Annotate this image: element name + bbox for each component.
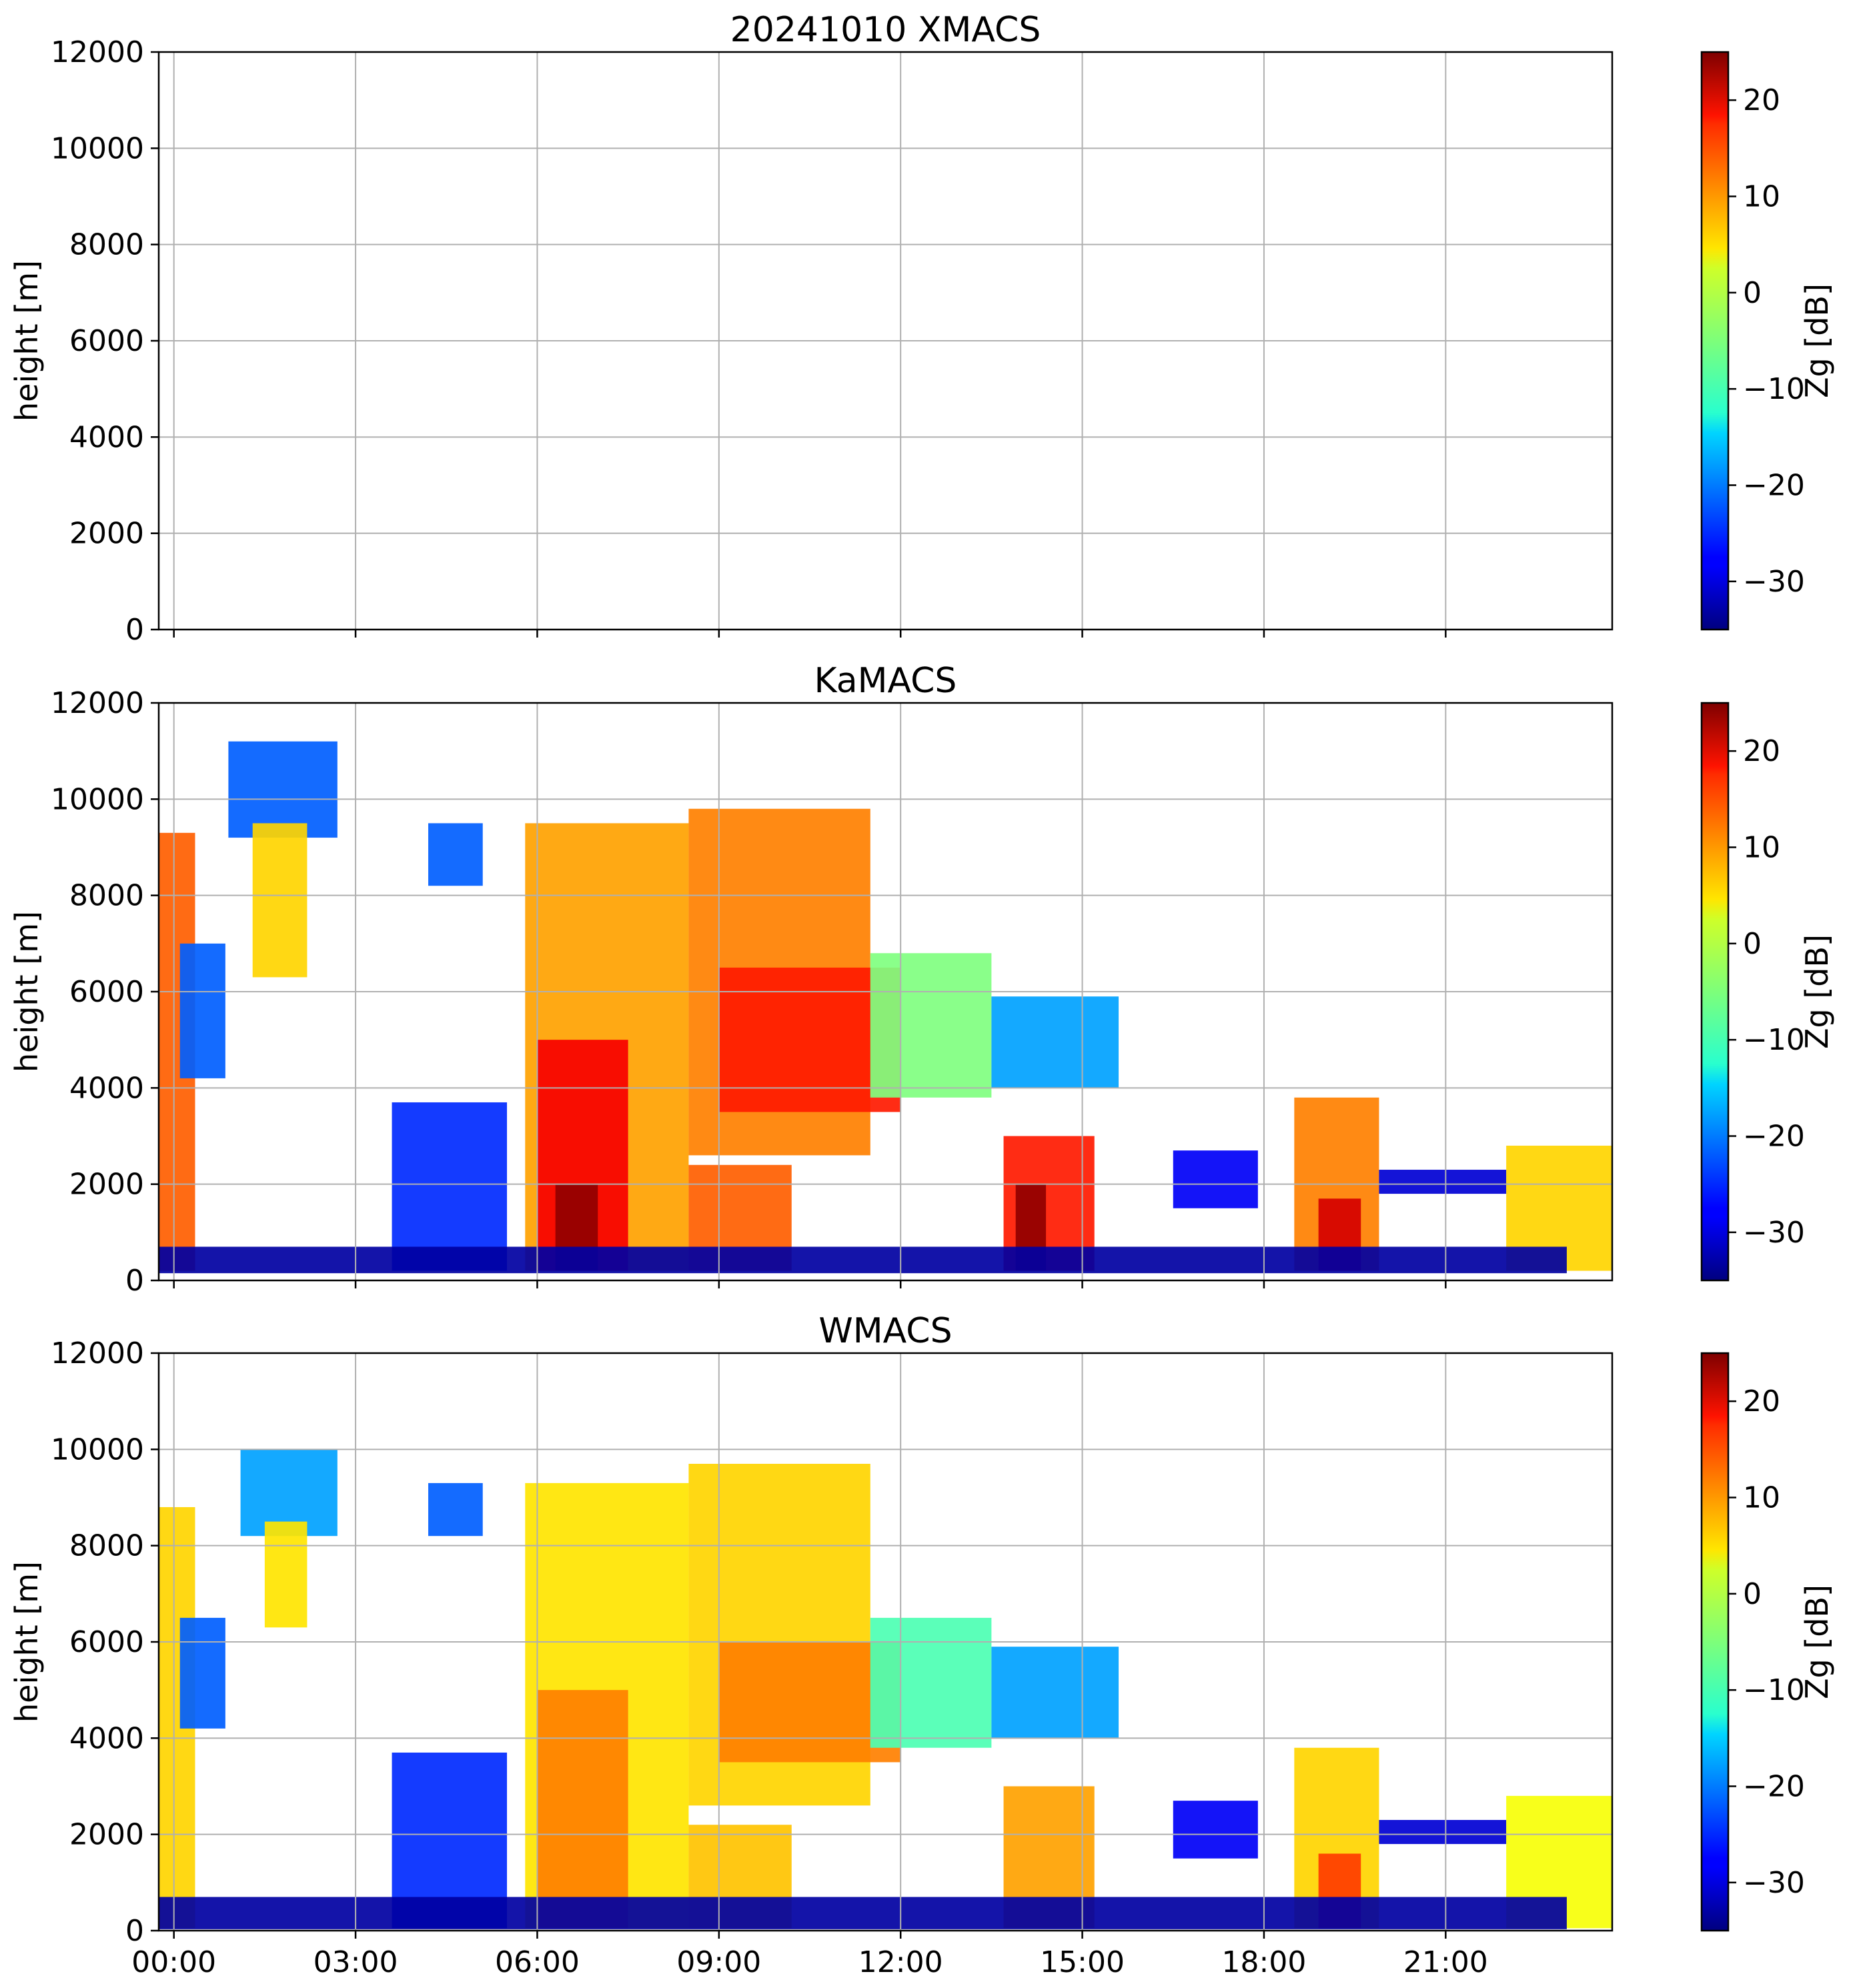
x-tick-label: 18:00	[1222, 1945, 1307, 1979]
y-tick-label: 6000	[69, 1625, 144, 1659]
y-tick-label: 0	[125, 1914, 144, 1948]
x-tick-label: 15:00	[1040, 1945, 1125, 1979]
colorbar	[1700, 702, 1730, 1282]
y-tick-label: 10000	[51, 782, 144, 816]
colorbar	[1700, 1352, 1730, 1932]
colorbar-tick-label: 10	[1743, 180, 1780, 214]
echo-region	[1379, 1170, 1507, 1194]
colorbar-tick-label: −10	[1743, 1673, 1805, 1707]
x-tick-label: 12:00	[858, 1945, 943, 1979]
echo-region	[1173, 1801, 1258, 1859]
colorbar-tick-label: −30	[1743, 565, 1805, 599]
y-axis-label: height [m]	[9, 911, 45, 1072]
echo-region	[159, 1246, 1567, 1274]
echo-region	[159, 1897, 1567, 1929]
colorbar-tick-label: −10	[1743, 372, 1805, 406]
colorbar-tick-label: 20	[1743, 83, 1780, 117]
y-tick-label: 0	[125, 1264, 144, 1298]
panel-2: 0 2000 4000 6000 8000 10000 12000 00:00 03:00 06:…	[9, 1311, 1835, 1979]
echo-region	[428, 1482, 483, 1537]
x-tick-label: 09:00	[676, 1945, 761, 1979]
y-tick-label: 10000	[51, 131, 144, 165]
y-axis-label: height [m]	[9, 1561, 45, 1723]
y-tick-label: 2000	[69, 1818, 144, 1852]
panel-title: KaMACS	[814, 661, 957, 701]
colorbar-label: Zg [dB]	[1799, 283, 1835, 398]
y-tick-label: 4000	[69, 420, 144, 454]
y-tick-label: 12000	[51, 1336, 144, 1370]
colorbar-tick-label: −30	[1743, 1866, 1805, 1900]
colorbar-tick-label: 0	[1743, 1577, 1762, 1611]
colorbar	[1700, 51, 1730, 631]
panel-0: 0 2000 4000 6000 8000 10000 12000 20241010 XMAC…	[9, 10, 1835, 647]
panel-title: WMACS	[818, 1311, 952, 1351]
y-axis-label: height [m]	[9, 260, 45, 421]
colorbar-label: Zg [dB]	[1799, 934, 1835, 1049]
echo-region	[870, 1617, 992, 1748]
colorbar-tick-label: −20	[1743, 1770, 1805, 1804]
colorbar-tick-label: −20	[1743, 1120, 1805, 1154]
colorbar-tick-label: −30	[1743, 1216, 1805, 1250]
colorbar-label: Zg [dB]	[1799, 1585, 1835, 1699]
y-tick-label: 6000	[69, 975, 144, 1009]
echo-region	[718, 1642, 901, 1763]
y-tick-label: 0	[125, 613, 144, 647]
echo-region	[537, 1690, 628, 1929]
echo-region	[1379, 1820, 1507, 1845]
echo-region	[179, 943, 225, 1078]
x-tick-label: 21:00	[1403, 1945, 1488, 1979]
colorbar-tick-label: 20	[1743, 1384, 1780, 1418]
colorbar-tick-label: 10	[1743, 1481, 1780, 1515]
colorbar-tick-label: 0	[1743, 927, 1762, 961]
colorbar-tick-label: −10	[1743, 1023, 1805, 1057]
colorbar-tick-label: −20	[1743, 469, 1805, 503]
colorbar-tick-label: 0	[1743, 276, 1762, 310]
y-tick-label: 8000	[69, 228, 144, 262]
echo-region	[228, 741, 338, 838]
x-tick-label: 03:00	[314, 1945, 398, 1979]
y-tick-label: 6000	[69, 324, 144, 358]
x-tick-label: 00:00	[131, 1945, 216, 1979]
panel-title: 20241010 XMACS	[730, 10, 1041, 50]
y-tick-label: 4000	[69, 1071, 144, 1105]
y-tick-label: 12000	[51, 686, 144, 720]
y-tick-label: 8000	[69, 879, 144, 913]
y-tick-label: 12000	[51, 35, 144, 69]
echo-region	[179, 1617, 225, 1729]
x-tick-label: 06:00	[495, 1945, 580, 1979]
echo-region	[1173, 1150, 1258, 1208]
y-tick-label: 8000	[69, 1529, 144, 1563]
echo-region	[870, 953, 992, 1098]
echo-region	[428, 823, 483, 886]
colorbar-tick-label: 10	[1743, 831, 1780, 865]
y-tick-label: 4000	[69, 1721, 144, 1755]
panel-1: 0 2000 4000 6000 8000 10000 12000 KaMACS height …	[9, 661, 1835, 1298]
echo-region	[991, 1647, 1119, 1739]
y-tick-label: 2000	[69, 517, 144, 551]
y-tick-label: 10000	[51, 1432, 144, 1466]
echo-region	[991, 996, 1119, 1088]
echo-region	[264, 1521, 307, 1628]
echo-region	[392, 1102, 508, 1271]
colorbar-tick-label: 20	[1743, 734, 1780, 768]
echo-region	[252, 823, 307, 978]
y-tick-label: 2000	[69, 1168, 144, 1202]
